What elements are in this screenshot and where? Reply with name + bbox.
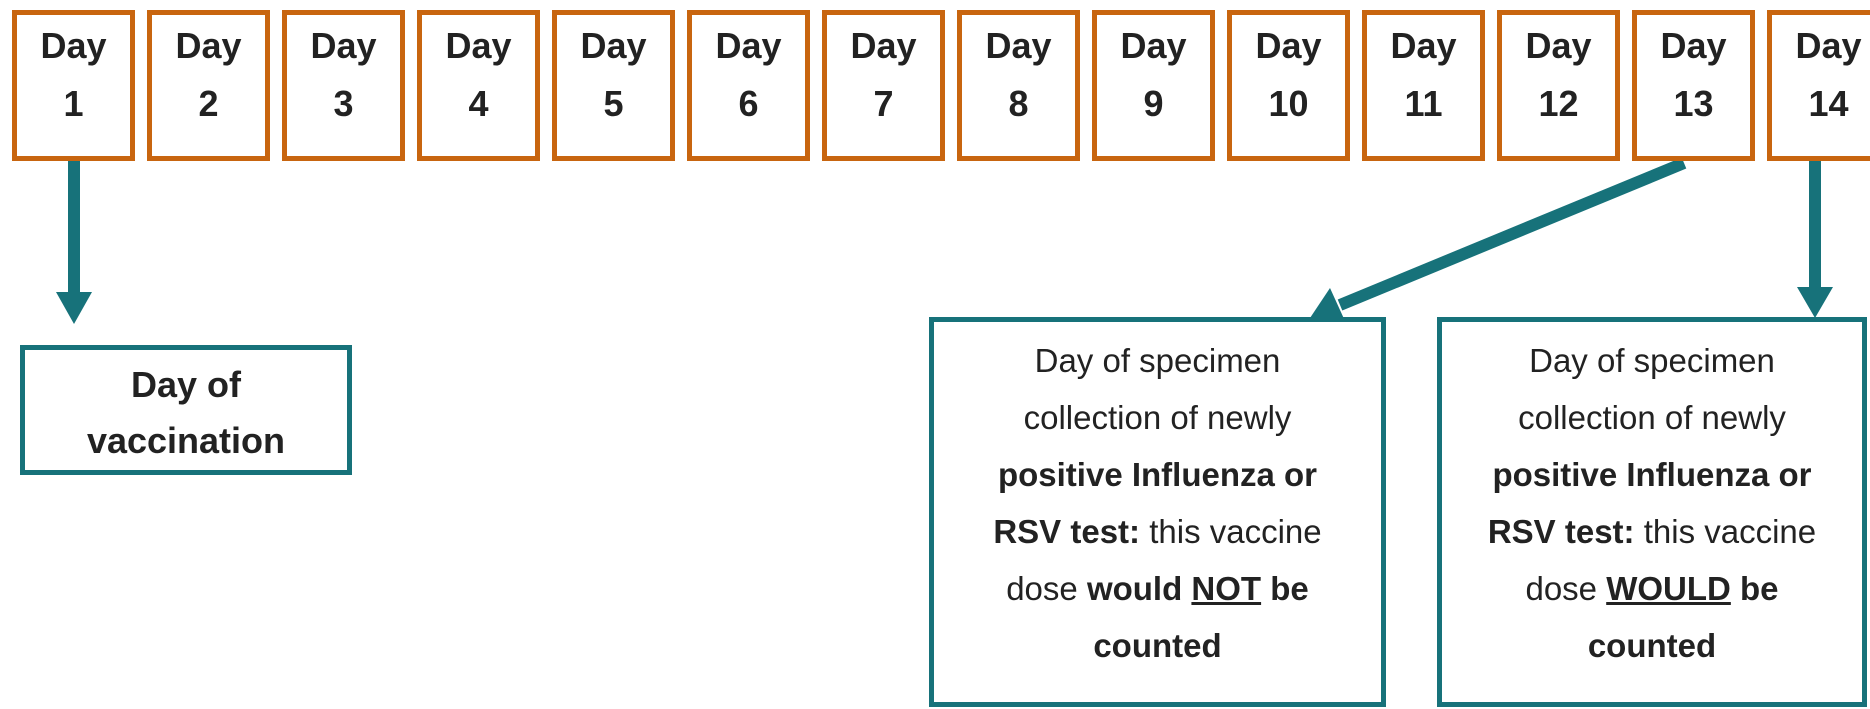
text: dose xyxy=(1006,570,1078,607)
day-box: Day 13 xyxy=(1632,10,1755,161)
day-word: Day xyxy=(715,25,782,66)
day-word: Day xyxy=(175,25,242,66)
day-number: 1 xyxy=(63,83,84,124)
day-word: Day xyxy=(985,25,1052,66)
day-box: Day 1 xyxy=(12,10,135,161)
text: WOULD xyxy=(1606,570,1731,607)
text: positive Influenza or xyxy=(1492,456,1812,493)
text: NOT xyxy=(1191,570,1262,607)
text: Day of specimen xyxy=(1529,342,1775,379)
arrow-head xyxy=(1797,287,1833,318)
day-word: Day xyxy=(1390,25,1457,66)
text: collection of newly xyxy=(1023,399,1292,436)
day-number: 9 xyxy=(1143,83,1164,124)
day-number: 10 xyxy=(1268,83,1309,124)
label: vaccination xyxy=(86,420,286,461)
day-number: 5 xyxy=(603,83,624,124)
note-box: Day of specimen collection of newly posi… xyxy=(1437,317,1867,707)
day-number: 4 xyxy=(468,83,489,124)
text: counted xyxy=(1093,627,1222,664)
day-box: Day 4 xyxy=(417,10,540,161)
vaccination-box: Day of vaccination xyxy=(20,345,352,475)
day-word: Day xyxy=(1660,25,1727,66)
day-number: 11 xyxy=(1404,83,1443,124)
text: counted xyxy=(1587,627,1717,664)
day-word: Day xyxy=(445,25,512,66)
arrow-head xyxy=(1310,288,1345,321)
day-box: Day 7 xyxy=(822,10,945,161)
text: this vaccine xyxy=(1643,513,1817,550)
day-word: Day xyxy=(1120,25,1187,66)
day-word: Day xyxy=(1255,25,1322,66)
text: this vaccine xyxy=(1149,513,1322,550)
day-word: Day xyxy=(40,25,107,66)
arrow xyxy=(1337,157,1687,311)
day-box: Day 9 xyxy=(1092,10,1215,161)
note-box: Day of specimen collection of newly posi… xyxy=(929,317,1386,707)
day-word: Day xyxy=(1795,25,1862,66)
text: positive Influenza or xyxy=(997,456,1318,493)
text: dose xyxy=(1525,570,1598,607)
day-box: Day 10 xyxy=(1227,10,1350,161)
day-word: Day xyxy=(310,25,377,66)
text: Day of specimen xyxy=(1034,342,1281,379)
day-number: 12 xyxy=(1538,83,1579,124)
day-word: Day xyxy=(1525,25,1592,66)
text: collection of newly xyxy=(1518,399,1786,436)
day-number: 14 xyxy=(1808,83,1849,124)
day-box: Day 2 xyxy=(147,10,270,161)
day-box: Day 8 xyxy=(957,10,1080,161)
label: Day of xyxy=(130,364,242,405)
day-box: Day 12 xyxy=(1497,10,1620,161)
day-box: Day 3 xyxy=(282,10,405,161)
day-box: Day 11 xyxy=(1362,10,1485,161)
day-number: 7 xyxy=(873,83,894,124)
day-box: Day 5 xyxy=(552,10,675,161)
arrow-head xyxy=(56,292,92,324)
day-box: Day 14 xyxy=(1767,10,1870,161)
day-word: Day xyxy=(850,25,917,66)
text: would xyxy=(1086,570,1183,607)
day-number: 2 xyxy=(198,83,219,124)
text: RSV test: xyxy=(993,513,1141,550)
text: be xyxy=(1740,570,1779,607)
text: be xyxy=(1270,570,1309,607)
text: RSV test: xyxy=(1487,513,1635,550)
day-number: 6 xyxy=(738,83,759,124)
day-number: 13 xyxy=(1673,83,1714,124)
day-number: 8 xyxy=(1008,83,1029,124)
day-word: Day xyxy=(580,25,647,66)
day-number: 3 xyxy=(333,83,354,124)
day-box: Day 6 xyxy=(687,10,810,161)
